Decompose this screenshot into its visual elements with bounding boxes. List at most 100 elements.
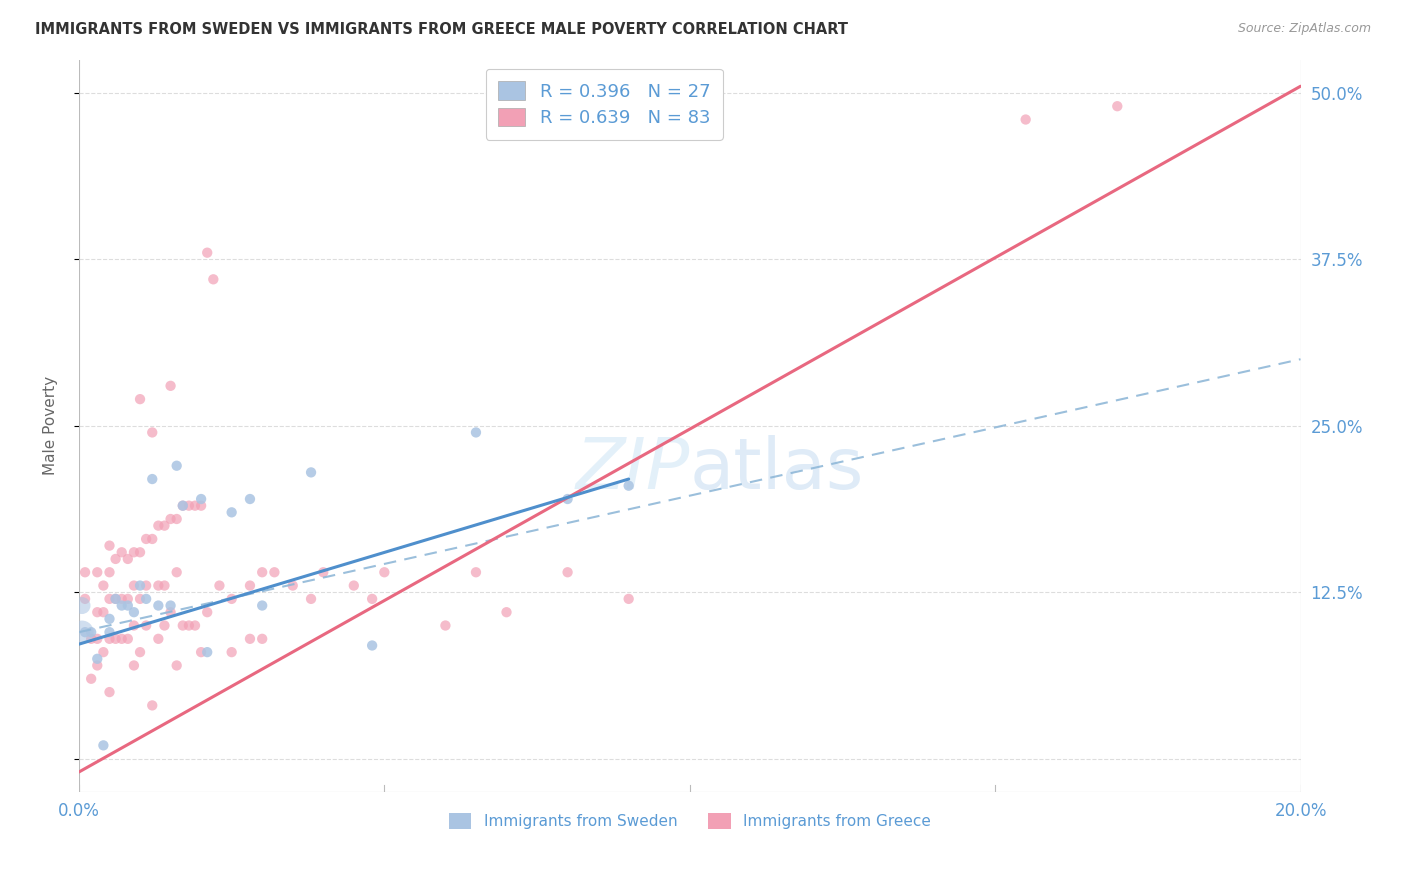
Point: [159, 379, 181, 393]
Point: [239, 578, 262, 592]
Point: [221, 645, 243, 659]
Point: [129, 578, 152, 592]
Point: [190, 645, 212, 659]
Point: [190, 499, 212, 513]
Point: [86, 652, 108, 666]
Point: [361, 591, 384, 606]
Point: [195, 245, 218, 260]
Legend: Immigrants from Sweden, Immigrants from Greece: Immigrants from Sweden, Immigrants from …: [443, 807, 936, 836]
Point: [617, 479, 640, 493]
Point: [148, 632, 170, 646]
Point: [312, 566, 335, 580]
Point: [135, 618, 157, 632]
Point: [148, 518, 170, 533]
Point: [70, 599, 93, 613]
Point: [166, 566, 188, 580]
Text: IMMIGRANTS FROM SWEDEN VS IMMIGRANTS FROM GREECE MALE POVERTY CORRELATION CHART: IMMIGRANTS FROM SWEDEN VS IMMIGRANTS FRO…: [35, 22, 848, 37]
Point: [86, 658, 108, 673]
Text: ZIP: ZIP: [575, 435, 690, 504]
Point: [117, 599, 139, 613]
Point: [129, 591, 152, 606]
Point: [86, 605, 108, 619]
Point: [617, 591, 640, 606]
Point: [172, 499, 194, 513]
Point: [557, 566, 579, 580]
Point: [80, 625, 103, 640]
Point: [465, 566, 488, 580]
Text: atlas: atlas: [690, 435, 865, 504]
Point: [1107, 99, 1129, 113]
Point: [93, 739, 115, 753]
Point: [141, 425, 163, 440]
Point: [184, 499, 207, 513]
Point: [117, 591, 139, 606]
Point: [159, 512, 181, 526]
Point: [177, 499, 200, 513]
Point: [221, 505, 243, 519]
Point: [129, 545, 152, 559]
Point: [111, 632, 134, 646]
Point: [465, 425, 488, 440]
Point: [239, 491, 262, 506]
Point: [195, 605, 218, 619]
Point: [111, 599, 134, 613]
Point: [239, 632, 262, 646]
Point: [166, 458, 188, 473]
Point: [98, 625, 121, 640]
Point: [195, 645, 218, 659]
Point: [104, 552, 127, 566]
Point: [73, 566, 96, 580]
Point: [98, 539, 121, 553]
Point: [148, 578, 170, 592]
Point: [263, 566, 285, 580]
Point: [153, 618, 176, 632]
Point: [153, 518, 176, 533]
Point: [299, 466, 322, 480]
Point: [73, 591, 96, 606]
Point: [135, 578, 157, 592]
Point: [141, 532, 163, 546]
Point: [373, 566, 395, 580]
Point: [159, 605, 181, 619]
Point: [177, 618, 200, 632]
Point: [153, 578, 176, 592]
Point: [93, 645, 115, 659]
Point: [172, 618, 194, 632]
Point: [148, 599, 170, 613]
Point: [159, 599, 181, 613]
Point: [361, 639, 384, 653]
Point: [98, 591, 121, 606]
Text: Source: ZipAtlas.com: Source: ZipAtlas.com: [1237, 22, 1371, 36]
Point: [98, 612, 121, 626]
Point: [80, 672, 103, 686]
Point: [172, 499, 194, 513]
Point: [190, 491, 212, 506]
Point: [93, 605, 115, 619]
Point: [250, 566, 273, 580]
Point: [1015, 112, 1038, 127]
Y-axis label: Male Poverty: Male Poverty: [44, 376, 58, 475]
Point: [141, 698, 163, 713]
Point: [141, 472, 163, 486]
Point: [221, 591, 243, 606]
Point: [111, 545, 134, 559]
Point: [122, 578, 145, 592]
Point: [299, 591, 322, 606]
Point: [117, 632, 139, 646]
Point: [98, 566, 121, 580]
Point: [111, 591, 134, 606]
Point: [166, 512, 188, 526]
Point: [135, 591, 157, 606]
Point: [104, 591, 127, 606]
Point: [184, 618, 207, 632]
Point: [495, 605, 517, 619]
Point: [166, 658, 188, 673]
Point: [98, 685, 121, 699]
Point: [86, 632, 108, 646]
Point: [117, 552, 139, 566]
Point: [104, 632, 127, 646]
Point: [70, 625, 93, 640]
Point: [202, 272, 225, 286]
Point: [122, 545, 145, 559]
Point: [122, 618, 145, 632]
